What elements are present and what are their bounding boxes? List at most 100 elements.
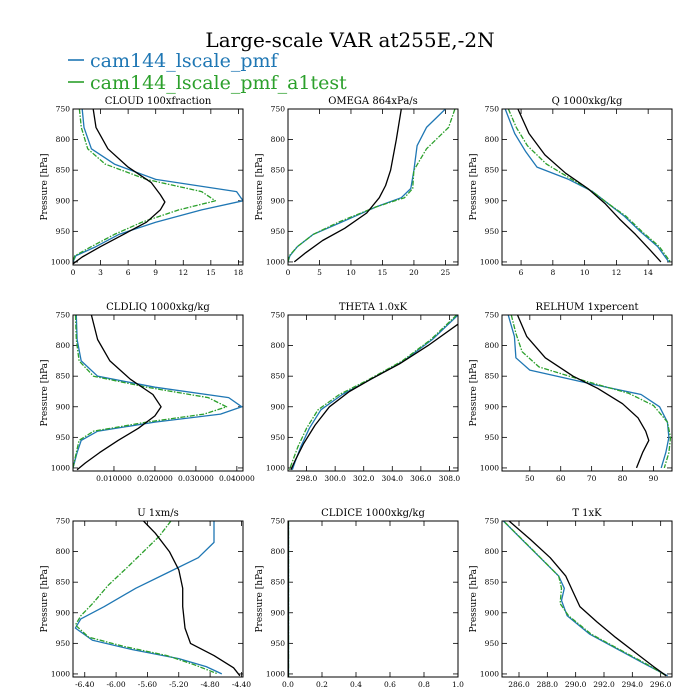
y-tick-label: 800: [485, 135, 500, 144]
y-tick-label: 950: [271, 639, 286, 648]
panel-cldice: CLDICE 1000xkg/kg Pressure [hPa] 750 800 850…: [255, 508, 464, 689]
y-tick-label: 900: [271, 196, 286, 205]
y-axis-label: Pressure [hPa]: [469, 359, 479, 426]
y-tick-label: 950: [485, 639, 500, 648]
y-tick-label: 750: [485, 105, 500, 114]
x-tick-label: 10: [346, 268, 356, 277]
series-line-a1test: [73, 109, 217, 263]
y-tick-label: 950: [271, 433, 286, 442]
y-tick-label: 900: [271, 608, 286, 617]
x-tick-label: 0: [71, 268, 76, 277]
x-tick-label: 0.010000: [96, 474, 132, 483]
plot-frame: [287, 108, 459, 266]
plot-frame: [72, 108, 244, 266]
panel-omega: OMEGA 864xPa/s Pressure [hPa] 750 800 850 900…: [255, 96, 459, 277]
figure-title: Large-scale VAR at255E,-2N: [205, 28, 494, 52]
x-tick-label: 50: [525, 474, 535, 483]
panel-u: U 1xm/s Pressure [hPa] 750 800 850 900 950 1000…: [40, 508, 251, 689]
panel-relhum: RELHUM 1xpercent Pressure [hPa] 750 800 850 9…: [469, 302, 673, 483]
y-tick-label: 950: [56, 639, 71, 648]
y-tick-label: 1000: [480, 669, 499, 678]
y-tick-label: 750: [56, 517, 71, 526]
y-axis-label: Pressure [hPa]: [40, 153, 50, 220]
x-tick-label: 0.6: [384, 680, 396, 689]
legend: cam144_lscale_pmf cam144_lscale_pmf_a1te…: [68, 50, 347, 94]
y-tick-label: 850: [485, 166, 500, 175]
series-line-reference: [508, 521, 667, 677]
y-axis-label: Pressure [hPa]: [40, 359, 50, 426]
plot-frame: [287, 520, 459, 678]
y-tick-label: 850: [56, 578, 71, 587]
x-tick-label: -6.40: [75, 680, 94, 689]
y-tick-label: 900: [56, 608, 71, 617]
x-tick-label: 0.030000: [178, 474, 214, 483]
x-tick-label: -5.20: [169, 680, 188, 689]
series-line-a1test: [74, 521, 219, 675]
series-line-pmf: [73, 315, 243, 469]
x-tick-label: 6: [519, 268, 524, 277]
y-tick-label: 900: [56, 196, 71, 205]
y-tick-label: 900: [485, 402, 500, 411]
y-tick-label: 1000: [266, 669, 285, 678]
y-axis-label: Pressure [hPa]: [469, 153, 479, 220]
y-tick-label: 950: [485, 227, 500, 236]
x-tick-label: 80: [618, 474, 628, 483]
series-line-reference: [73, 109, 166, 265]
panel-t: T 1xK Pressure [hPa] 750 800 850 900 950 1000 28…: [469, 508, 673, 689]
y-tick-label: 800: [271, 547, 286, 556]
y-axis-label: Pressure [hPa]: [40, 565, 50, 632]
series-line-a1test: [288, 315, 458, 471]
y-tick-label: 1000: [480, 463, 499, 472]
x-tick-label: 290.0: [565, 680, 587, 689]
y-tick-label: 850: [271, 578, 286, 587]
y-tick-label: 1000: [266, 463, 285, 472]
x-tick-label: 6: [126, 268, 131, 277]
x-tick-label: 5: [317, 268, 322, 277]
y-tick-label: 800: [56, 135, 71, 144]
x-tick-label: 300.0: [324, 474, 346, 483]
series-line-a1test: [288, 109, 456, 263]
y-tick-label: 850: [56, 372, 71, 381]
y-tick-label: 800: [271, 341, 286, 350]
y-tick-label: 1000: [266, 257, 285, 266]
y-tick-label: 1000: [51, 463, 70, 472]
panel-title: CLOUD 100xfraction: [105, 96, 212, 107]
x-tick-label: 0: [286, 268, 291, 277]
plot-frame: [72, 520, 244, 678]
x-tick-label: 15: [206, 268, 216, 277]
x-tick-label: 0.8: [418, 680, 430, 689]
panel-theta: THETA 1.0xK 750 800 850 900 950 1000 298.0 300.0…: [266, 302, 460, 483]
y-tick-label: 950: [271, 227, 286, 236]
x-tick-label: 14: [643, 268, 653, 277]
y-tick-label: 950: [56, 433, 71, 442]
x-tick-label: 286.0: [508, 680, 530, 689]
panel-title: U 1xm/s: [137, 508, 179, 519]
y-tick-label: 850: [271, 372, 286, 381]
y-axis-label: Pressure [hPa]: [255, 565, 265, 632]
y-tick-label: 850: [485, 372, 500, 381]
x-tick-label: 0.4: [350, 680, 362, 689]
series-line-reference: [517, 109, 662, 263]
plot-frame: [72, 314, 244, 472]
x-tick-label: 90: [649, 474, 659, 483]
series-line-pmf: [504, 109, 670, 263]
series-line-pmf: [74, 521, 223, 675]
y-axis-label: Pressure [hPa]: [255, 153, 265, 220]
x-tick-label: 8: [550, 268, 555, 277]
series-line-a1test: [507, 109, 671, 263]
y-tick-label: 900: [485, 196, 500, 205]
series-line-reference: [293, 109, 402, 263]
x-tick-label: 298.0: [296, 474, 318, 483]
y-tick-label: 950: [56, 227, 71, 236]
x-tick-label: 25: [441, 268, 451, 277]
panel-q: Q 1000xkg/kg Pressure [hPa] 750 800 850 900 95…: [469, 96, 673, 277]
x-tick-label: 288.0: [537, 680, 559, 689]
y-axis-label: Pressure [hPa]: [469, 565, 479, 632]
y-tick-label: 750: [485, 311, 500, 320]
series-line-pmf: [507, 315, 670, 469]
series-line-a1test: [510, 315, 672, 469]
series-line-a1test: [73, 315, 228, 469]
y-tick-label: 850: [271, 166, 286, 175]
y-tick-label: 900: [271, 402, 286, 411]
